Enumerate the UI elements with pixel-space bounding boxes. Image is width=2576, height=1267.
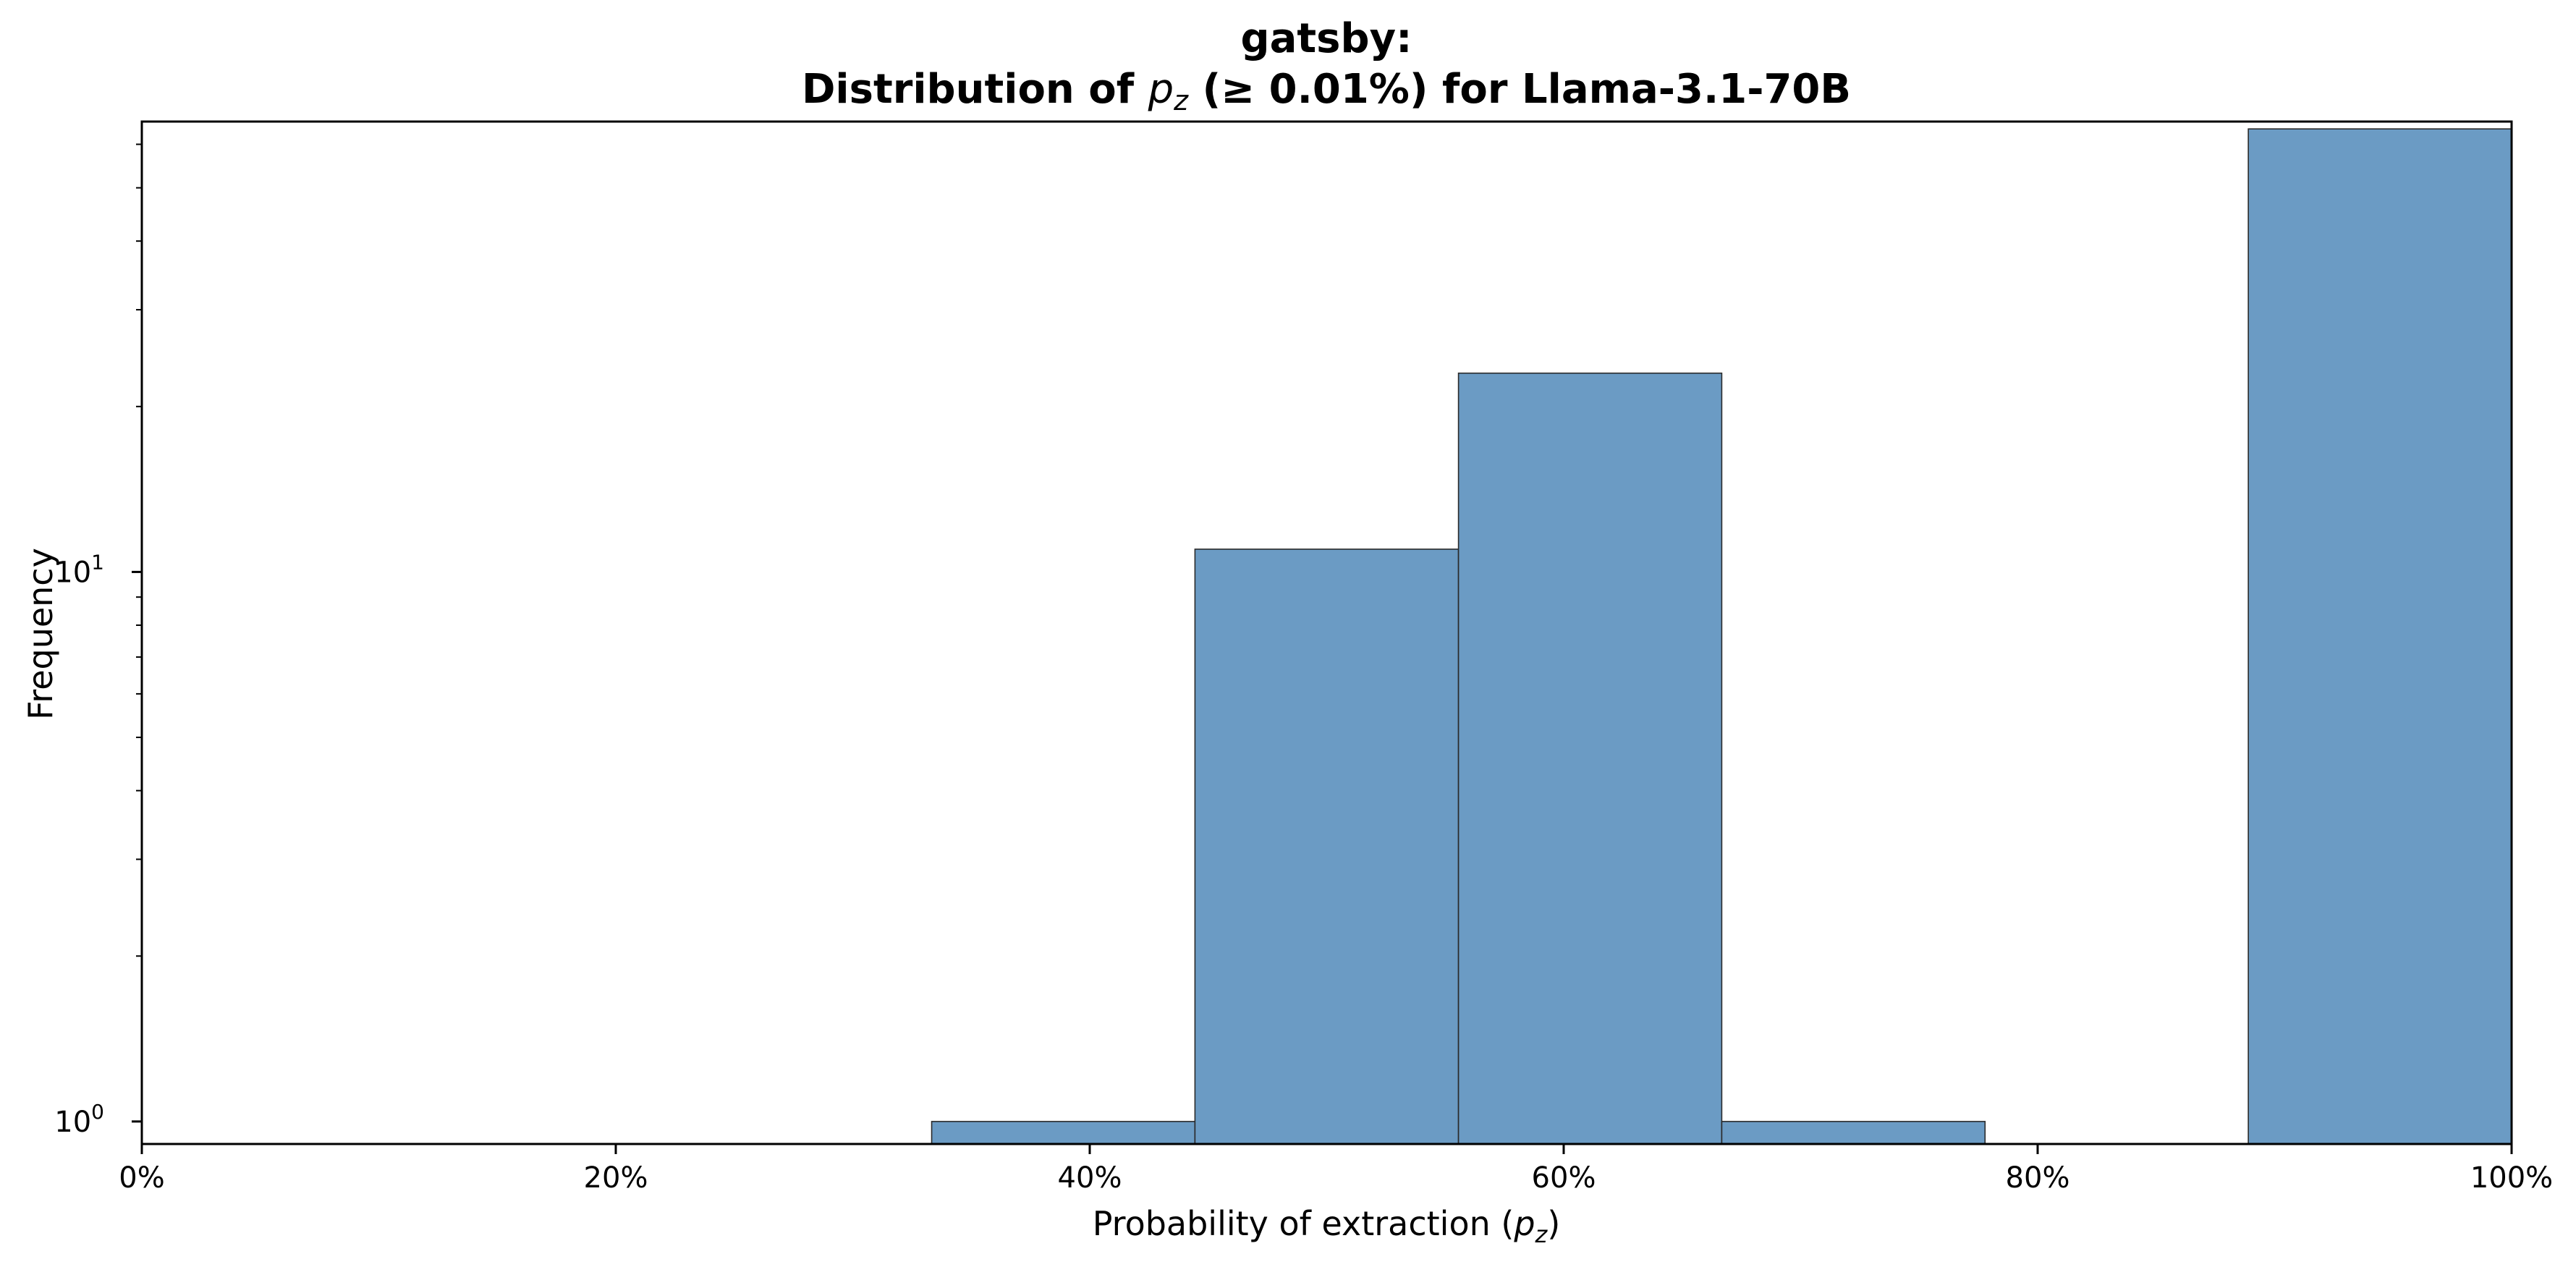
histogram-bar-3 (1457, 372, 1723, 1145)
histogram-bars (931, 128, 2512, 1145)
chart-title-line1: gatsby: (1241, 15, 1412, 62)
chart-title-line2: Distribution of pz (≥ 0.01%) for Llama-3… (802, 66, 1851, 116)
x-tick-label: 100% (2470, 1161, 2553, 1195)
x-tick-label: 80% (2006, 1161, 2070, 1195)
x-axis-ticks: 0% 20% 40% 60% 80% 100% (119, 1144, 2553, 1195)
y-major-ticks: 100 101 (54, 550, 142, 1139)
y-tick-label: 100 (54, 1100, 104, 1139)
histogram-bar-4 (1721, 1121, 1986, 1145)
y-axis-label: Frequency (21, 548, 60, 720)
x-tick-label: 20% (584, 1161, 648, 1195)
histogram-bar-5 (2247, 128, 2512, 1145)
x-tick-label: 40% (1058, 1161, 1122, 1195)
x-tick-label: 0% (119, 1161, 164, 1195)
histogram-bar-1 (931, 1121, 1196, 1145)
histogram-bar-2 (1194, 548, 1459, 1145)
plot-frame (140, 120, 2513, 1145)
x-tick-label: 60% (1532, 1161, 1596, 1195)
x-axis-label: Probability of extraction (pz) (1093, 1204, 1561, 1248)
y-tick-label: 101 (54, 550, 104, 589)
